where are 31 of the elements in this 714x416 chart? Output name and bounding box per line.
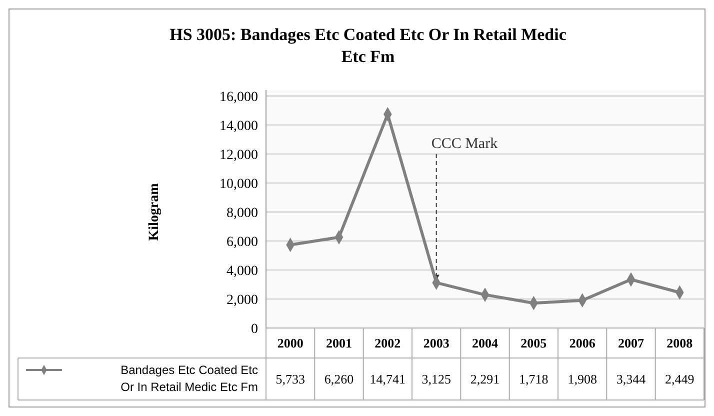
x-tick-label: 2005 — [520, 336, 548, 351]
data-label: 3,344 — [616, 372, 646, 387]
y-tick-label: 4,000 — [226, 264, 258, 279]
y-tick-label: 6,000 — [226, 234, 258, 250]
x-tick-label: 2001 — [326, 336, 352, 351]
y-tick-label: 14,000 — [220, 118, 258, 134]
x-tick-label: 2000 — [277, 336, 304, 351]
x-tick-label: 2004 — [472, 336, 498, 351]
data-label: 2,449 — [665, 372, 694, 387]
data-label: 5,733 — [276, 372, 305, 387]
data-label: 2,291 — [470, 372, 500, 387]
data-label: 6,260 — [324, 372, 354, 387]
x-tick-label: 2002 — [374, 336, 401, 351]
y-tick-label: 8,000 — [226, 206, 258, 221]
x-tick-label: 2008 — [666, 336, 694, 351]
x-tick-label: 2003 — [423, 336, 450, 351]
y-axis-title: Kilogram — [147, 182, 162, 241]
y-tick-label: 10,000 — [220, 176, 258, 192]
y-tick-label: 12,000 — [220, 148, 258, 163]
annotation: CCC Mark — [431, 136, 498, 152]
chart-title: HS 3005: Bandages Etc Coated Etc Or In Retail Medic Etc Fm — [170, 25, 567, 66]
legend-key: Bandages Etc Coated Etc Or In Retail Medic Etc Fm — [26, 363, 258, 394]
y-tick-label: 0 — [251, 322, 258, 337]
data-label: 1,718 — [519, 372, 548, 387]
data-label: 1,908 — [568, 372, 597, 387]
y-tick-label: 2,000 — [226, 292, 258, 308]
data-label: 3,125 — [422, 372, 451, 387]
x-tick-label: 2006 — [569, 336, 596, 351]
x-tick-label: 2007 — [618, 336, 644, 351]
y-tick-label: 16,000 — [220, 90, 258, 105]
data-label: 14,741 — [370, 372, 406, 387]
